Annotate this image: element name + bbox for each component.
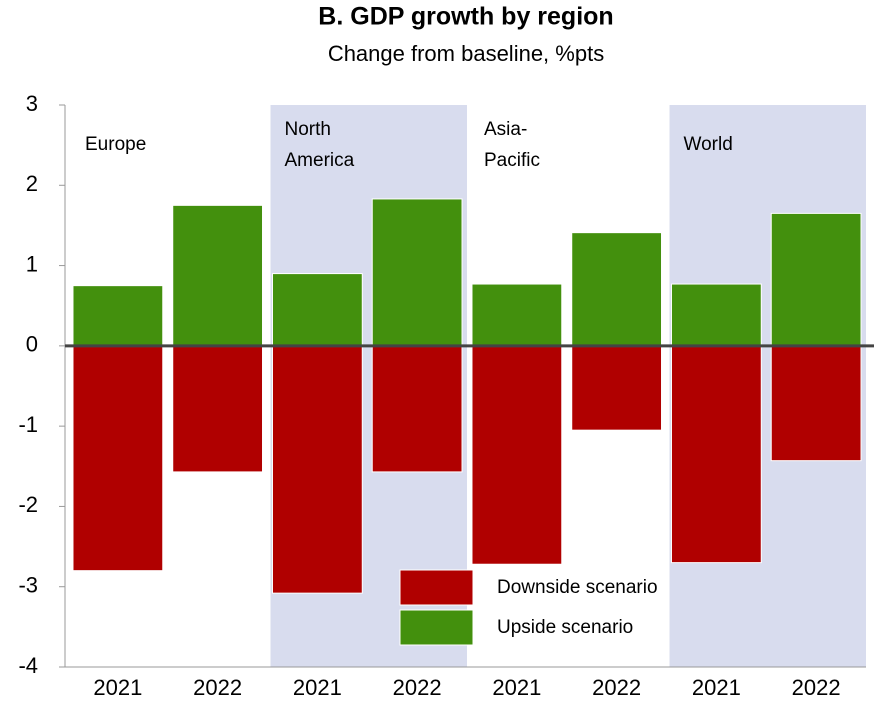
x-tick-label: 2021	[93, 675, 142, 700]
bar	[471, 345, 563, 565]
region-label: Europe	[85, 134, 146, 155]
bar	[72, 285, 164, 347]
region-label: North	[285, 119, 331, 140]
region-label: Asia-	[484, 119, 527, 140]
bar	[670, 283, 762, 347]
bar	[72, 345, 164, 572]
region-label: World	[684, 134, 733, 155]
region-label: America	[285, 150, 355, 171]
region-label: Pacific	[484, 150, 540, 171]
bar	[471, 283, 563, 347]
bar	[770, 212, 862, 347]
bar	[571, 345, 663, 431]
bar	[172, 345, 264, 473]
bar	[271, 273, 363, 347]
bar	[371, 345, 463, 473]
x-tick-label: 2021	[492, 675, 541, 700]
x-tick-label: 2022	[792, 675, 841, 700]
bar	[670, 345, 762, 564]
bar	[571, 232, 663, 347]
y-tick-label: 1	[26, 251, 38, 276]
bar	[770, 345, 862, 462]
y-tick-label: -1	[18, 412, 38, 437]
x-tick-label: 2022	[193, 675, 242, 700]
y-tick-label: 3	[26, 91, 38, 116]
y-tick-label: -2	[18, 492, 38, 517]
y-tick-label: 2	[26, 171, 38, 196]
legend-swatch	[399, 569, 474, 606]
chart-subtitle: Change from baseline, %pts	[328, 41, 604, 66]
y-tick-label: -4	[18, 653, 38, 678]
y-tick-label: 0	[26, 332, 38, 357]
x-tick-label: 2021	[293, 675, 342, 700]
x-tick-label: 2022	[592, 675, 641, 700]
legend-label: Downside scenario	[497, 577, 658, 598]
legend-swatch	[399, 609, 474, 646]
x-tick-label: 2021	[692, 675, 741, 700]
chart-title: B. GDP growth by region	[318, 3, 613, 31]
y-tick-label: -3	[18, 573, 38, 598]
bar	[271, 345, 363, 594]
bar	[371, 198, 463, 347]
legend-label: Upside scenario	[497, 617, 633, 638]
x-tick-label: 2022	[393, 675, 442, 700]
bar	[172, 204, 264, 347]
